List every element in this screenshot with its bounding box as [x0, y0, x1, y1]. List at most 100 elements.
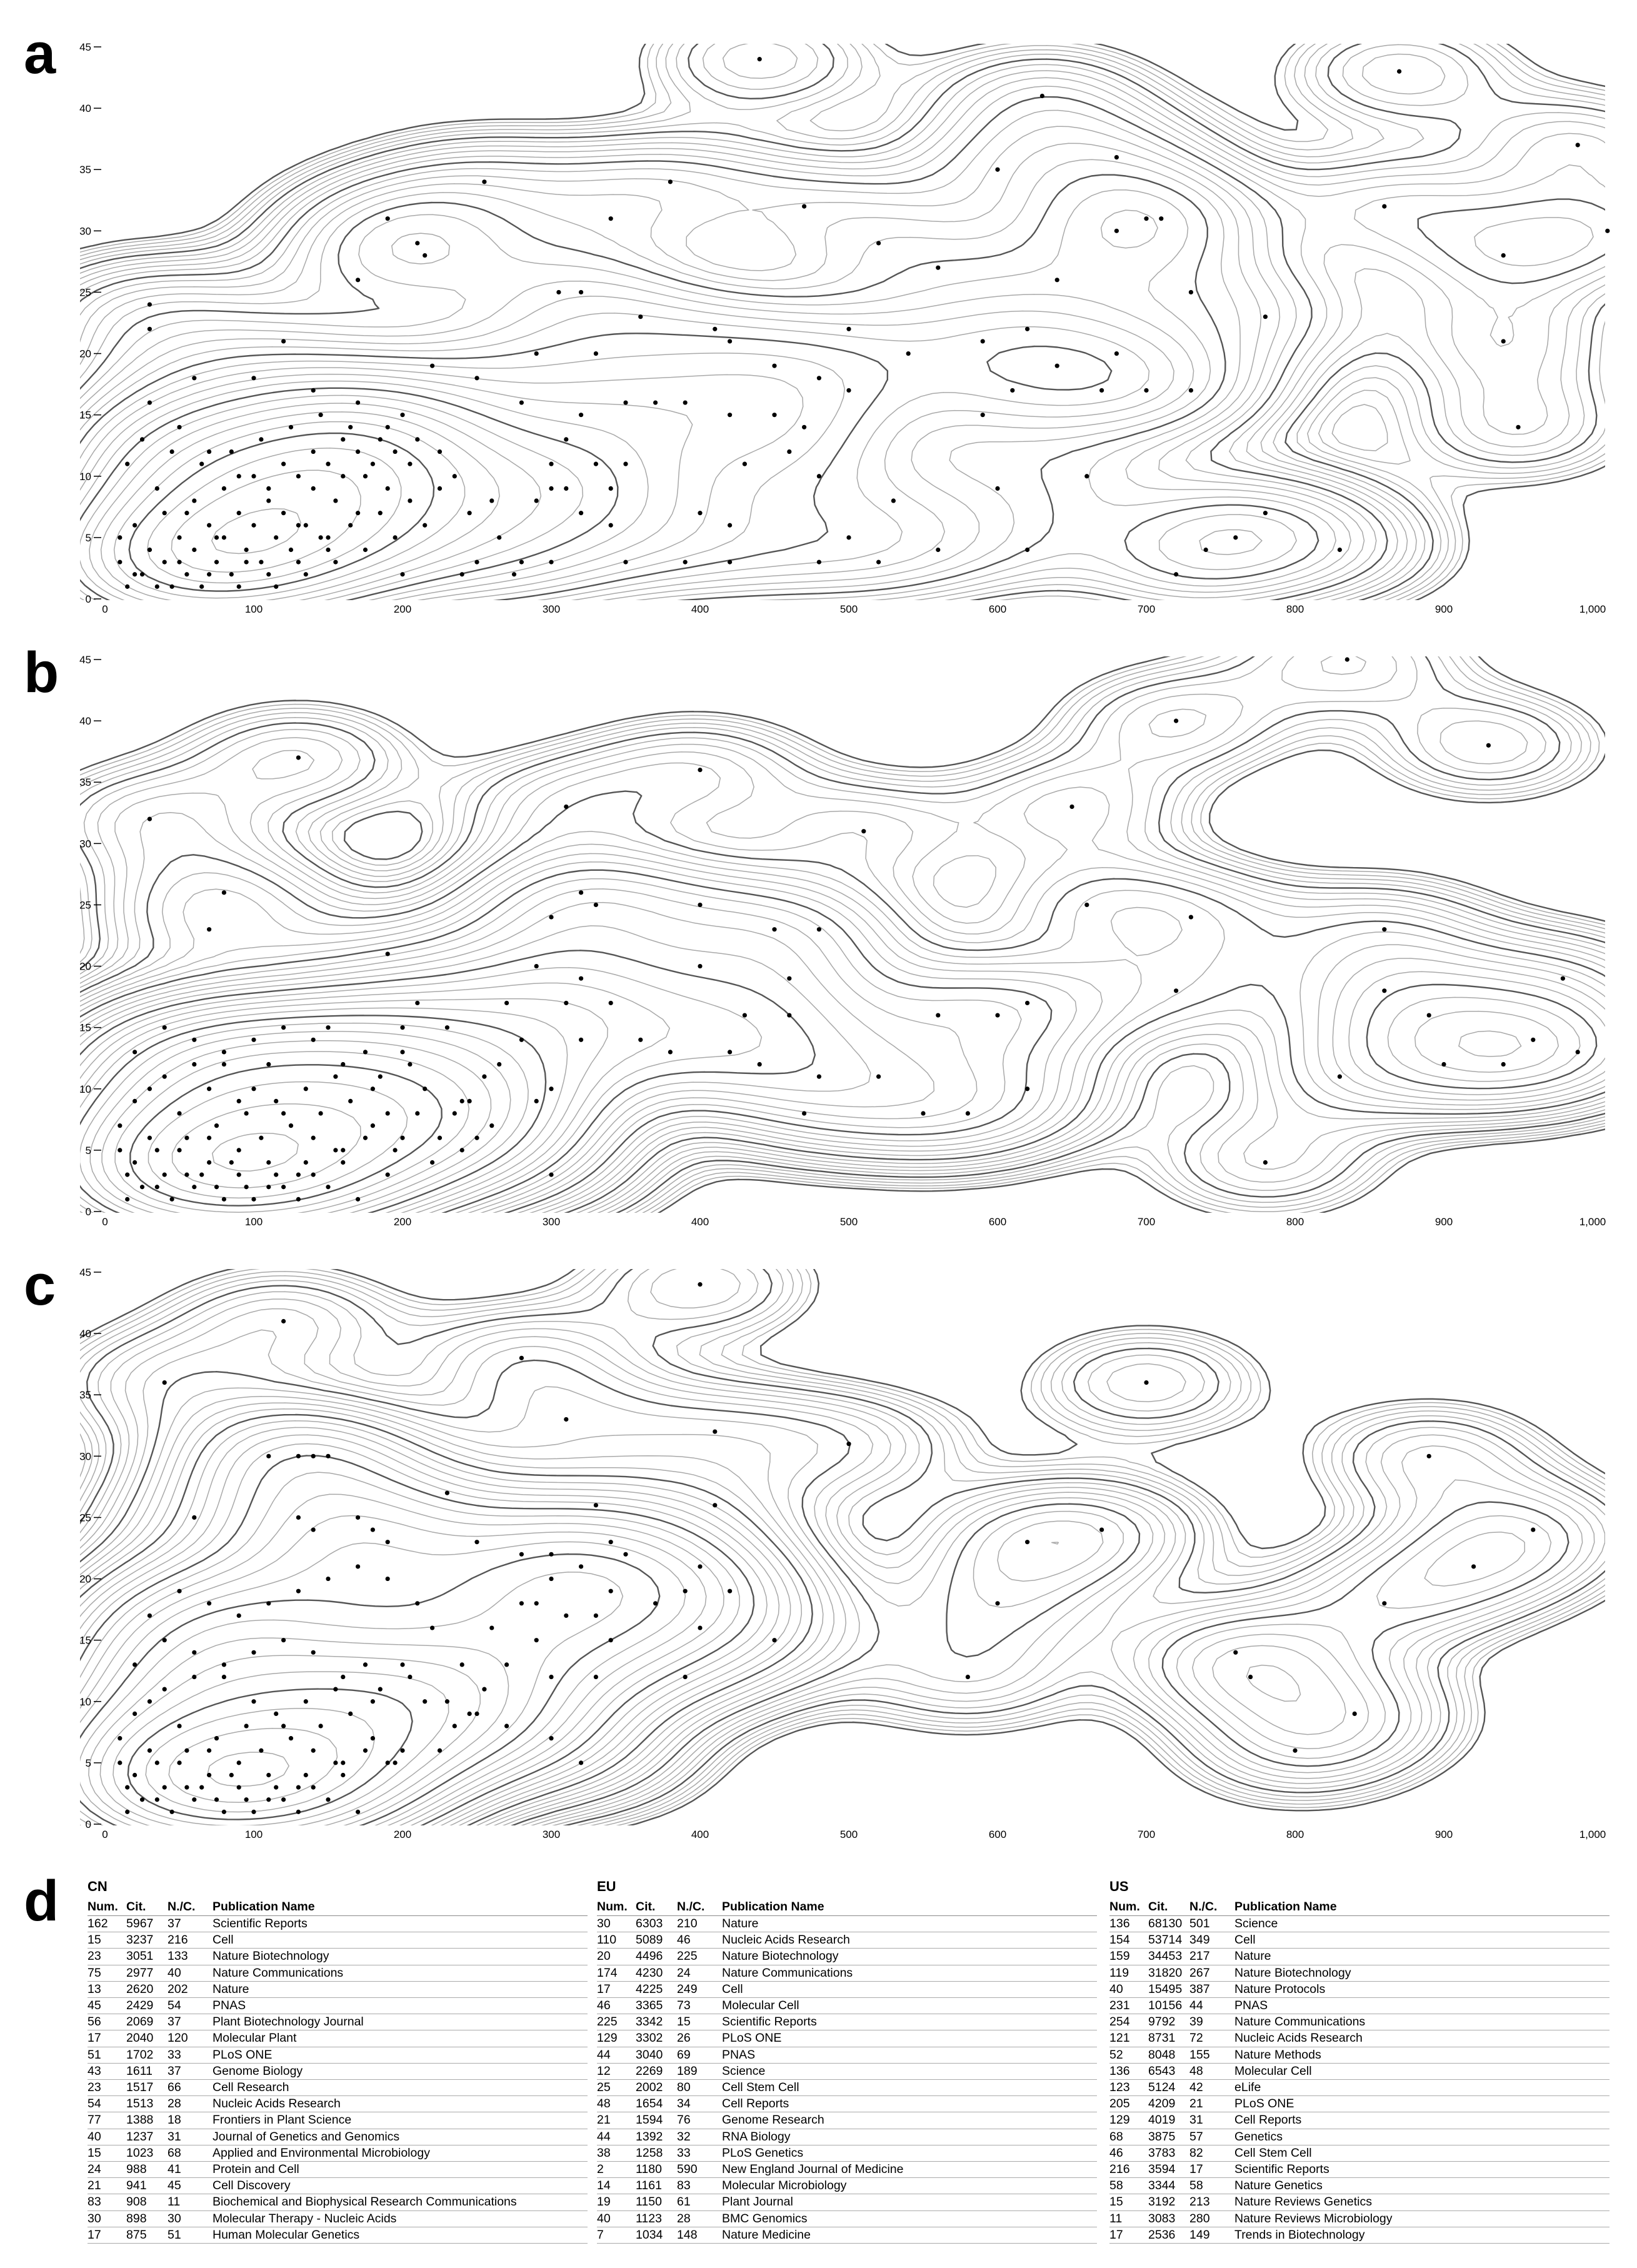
data-point	[564, 486, 569, 491]
data-point	[1263, 1160, 1268, 1165]
density-contour-line	[114, 1051, 470, 1213]
column-header: Cit.	[126, 1900, 168, 1916]
table-row: 75 2977 40 Nature Communications	[88, 1965, 588, 1982]
x-tick-label: 900	[1435, 1216, 1453, 1228]
table-cell: 2002	[636, 2079, 677, 2097]
density-contour-line	[80, 174, 1319, 600]
data-point	[549, 915, 554, 920]
data-point	[251, 1699, 256, 1704]
data-point	[177, 559, 182, 564]
table-row: 30 6303 210 Nature	[597, 1915, 1097, 1933]
data-point	[281, 511, 286, 516]
data-point	[192, 1797, 197, 1802]
data-point	[266, 1453, 271, 1458]
table-cell: 33	[677, 2145, 722, 2162]
table-cell: 28	[168, 2095, 213, 2113]
table-cell: Protein and Cell	[213, 2161, 588, 2179]
table-row: 231 10156 44 PNAS	[1109, 1997, 1609, 2015]
data-point	[162, 1687, 167, 1692]
table-cell: 8048	[1148, 2047, 1189, 2064]
data-point	[846, 1442, 851, 1447]
table-cell: 1123	[636, 2210, 677, 2227]
table-cell: 1023	[126, 2145, 168, 2162]
density-contour-line	[80, 1571, 624, 1825]
table-cell: 2040	[126, 2030, 168, 2047]
data-point	[549, 486, 554, 491]
table-cell: 17	[1189, 2161, 1234, 2179]
table-cell: 3051	[126, 1948, 168, 1965]
data-point	[221, 1674, 226, 1680]
y-tick-label: 5	[86, 1145, 91, 1157]
table-row: 15 3237 216 Cell	[88, 1932, 588, 1949]
density-contour-line	[80, 1455, 755, 1825]
table-row: 159 34453 217 Nature	[1109, 1948, 1609, 1965]
data-point	[281, 1111, 286, 1116]
table-cell: 44	[597, 2047, 636, 2064]
table-row: 52 8048 155 Nature Methods	[1109, 2047, 1609, 2064]
data-point	[965, 1674, 970, 1680]
table-cell: 210	[677, 1915, 722, 1933]
data-point	[154, 486, 159, 491]
table-cell: 21	[597, 2112, 636, 2129]
data-point	[326, 461, 331, 466]
data-point	[199, 1785, 204, 1790]
table-cell: PLoS ONE	[1234, 2095, 1609, 2113]
density-contour-line	[80, 1269, 1605, 1825]
data-point	[713, 1503, 718, 1508]
density-contour-line	[80, 1386, 1552, 1825]
table-cell: 12	[597, 2063, 636, 2080]
data-point	[638, 1037, 643, 1042]
table-row: 15 1023 68 Applied and Environmental Microb…	[88, 2145, 588, 2162]
y-tick-label: 25	[79, 899, 91, 911]
table-row: 21 1594 76 Genome Research	[597, 2112, 1097, 2129]
data-point	[251, 1086, 256, 1091]
data-point	[296, 474, 301, 479]
data-point	[459, 1662, 464, 1667]
table-cell: Cell	[722, 1981, 1097, 1999]
data-point	[192, 1061, 197, 1067]
data-point	[698, 902, 703, 908]
data-point	[556, 289, 561, 295]
data-point	[608, 1638, 613, 1643]
data-point	[489, 498, 494, 503]
table-cell: 8731	[1148, 2030, 1189, 2047]
data-point	[474, 559, 479, 564]
data-point	[385, 216, 390, 221]
data-point	[497, 535, 502, 540]
table-cell: 51	[88, 2047, 126, 2064]
table-row: 56 2069 37 Plant Biotechnology Journal	[88, 2014, 588, 2031]
data-point	[408, 1674, 413, 1680]
data-point	[579, 1037, 584, 1042]
data-point	[281, 1025, 286, 1030]
data-point	[400, 1050, 405, 1055]
table-cell: 3342	[636, 2014, 677, 2031]
data-point	[467, 1711, 472, 1716]
table-row: 14 1161 83 Molecular Microbiology	[597, 2177, 1097, 2195]
data-point	[430, 1160, 435, 1165]
table-cell: 121	[1109, 2030, 1148, 2047]
data-point	[444, 1025, 450, 1030]
x-tick-label: 0	[102, 603, 108, 615]
table-cell: Cell Reports	[1234, 2112, 1609, 2129]
data-point	[579, 289, 584, 295]
table-cell: Human Molecular Genetics	[213, 2227, 588, 2244]
density-contour-line	[145, 1708, 375, 1813]
data-point	[184, 1135, 189, 1140]
data-point	[593, 351, 599, 356]
table-cell: 155	[1189, 2047, 1234, 2064]
data-point	[393, 535, 398, 540]
data-point	[154, 1760, 159, 1765]
table-cell: 119	[1109, 1965, 1148, 1982]
table-header-row: Num. Cit. N./C. Publication Name	[88, 1900, 588, 1916]
data-point	[579, 1760, 584, 1765]
data-point	[244, 547, 249, 553]
data-point	[356, 449, 361, 454]
density-contour-line	[80, 313, 1150, 600]
data-point	[519, 1355, 524, 1360]
data-point	[311, 449, 316, 454]
data-point	[623, 400, 628, 405]
density-contour-line	[80, 143, 1351, 600]
data-point	[229, 449, 234, 454]
table-row: 44 3040 69 PNAS	[597, 2047, 1097, 2064]
table-cell: 3344	[1148, 2177, 1189, 2195]
